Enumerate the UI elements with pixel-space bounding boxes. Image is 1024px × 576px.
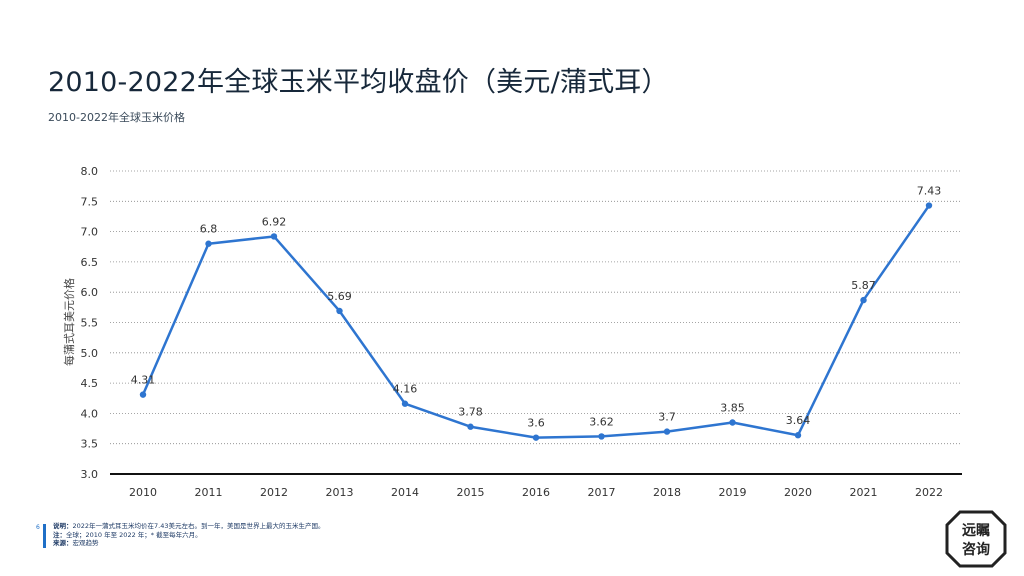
logo-text-line2: 咨询	[962, 541, 990, 558]
x-tick-label: 2012	[260, 486, 288, 499]
y-tick-label: 6.0	[81, 286, 99, 299]
y-tick-label: 4.5	[81, 377, 99, 390]
series-line	[141, 204, 931, 439]
x-tick-label: 2014	[391, 486, 419, 499]
data-point	[336, 307, 343, 315]
data-label: 5.69	[327, 290, 352, 303]
company-logo: 远瞩 咨询	[945, 510, 1007, 568]
data-label: 4.16	[393, 383, 418, 396]
x-tick-label: 2017	[588, 486, 616, 499]
y-tick-label: 8.0	[81, 165, 99, 178]
data-label: 3.62	[589, 415, 614, 428]
data-point	[729, 419, 736, 426]
y-tick-label: 5.0	[81, 347, 99, 360]
data-point	[205, 240, 212, 247]
data-point	[270, 233, 278, 240]
footer-scope-line: 注：全球；2010 年至 2022 年；* 截至每年六月。	[53, 530, 202, 539]
page-number: 6	[36, 524, 40, 531]
footer-note-line: 说明：2022年一蒲式耳玉米均价在7.43美元左右。到一年，美国是世界上最大的玉…	[53, 522, 325, 530]
x-tick-label: 2016	[522, 486, 550, 499]
data-point	[925, 202, 933, 209]
data-point	[598, 433, 605, 440]
x-tick-label: 2018	[653, 486, 681, 499]
page-title: 2010-2022年全球玉米平均收盘价（美元/蒲式耳）	[48, 67, 669, 98]
y-tick-label: 7.5	[81, 195, 99, 208]
x-tick-label: 2019	[719, 486, 747, 499]
data-point	[467, 423, 474, 430]
y-axis-label: 每蒲式耳美元价格	[62, 278, 76, 366]
x-tick-label: 2022	[915, 486, 943, 499]
line-chart: 3.0 3.5 4.0 4.5 5.0 5.5 6.0 6.5 7.0 7.5 8.0 2010 201…	[62, 165, 962, 499]
chart-subtitle: 2010-2022年全球玉米价格	[48, 111, 185, 124]
data-label: 3.85	[720, 401, 745, 414]
data-label: 5.87	[851, 279, 876, 292]
data-label: 3.64	[786, 414, 811, 427]
data-label: 3.78	[458, 406, 483, 419]
logo-text-line1: 远瞩	[962, 523, 990, 539]
footer-notes: 说明：2022年一蒲式耳玉米均价在7.43美元左右。到一年，美国是世界上最大的玉…	[53, 522, 325, 548]
x-tick-label: 2013	[326, 486, 354, 499]
data-label: 3.6	[527, 417, 545, 430]
footer-source-line: 来源：宏观趋势	[53, 539, 99, 547]
data-label: 6.8	[200, 223, 218, 236]
data-label: 3.7	[658, 411, 676, 424]
data-point	[532, 434, 540, 441]
y-tick-label: 3.5	[81, 438, 99, 451]
data-label: 6.92	[262, 215, 287, 228]
x-tick-label: 2021	[850, 486, 878, 499]
x-tick-label: 2011	[195, 486, 223, 499]
y-tick-label: 3.0	[81, 468, 99, 481]
y-tick-label: 5.5	[81, 317, 99, 330]
data-label: 4.31	[131, 374, 156, 387]
y-tick-label: 4.0	[81, 407, 99, 420]
x-tick-label: 2010	[129, 486, 157, 499]
data-point	[794, 432, 802, 439]
data-point	[401, 400, 409, 407]
data-label: 7.43	[917, 185, 942, 198]
y-tick-label: 6.5	[81, 256, 99, 269]
data-point	[139, 391, 147, 398]
footer-accent-bar	[43, 524, 46, 548]
x-tick-label: 2015	[457, 486, 485, 499]
y-tick-label: 7.0	[81, 226, 99, 239]
data-point	[663, 428, 671, 435]
data-point	[860, 296, 867, 304]
x-tick-label: 2020	[784, 486, 812, 499]
